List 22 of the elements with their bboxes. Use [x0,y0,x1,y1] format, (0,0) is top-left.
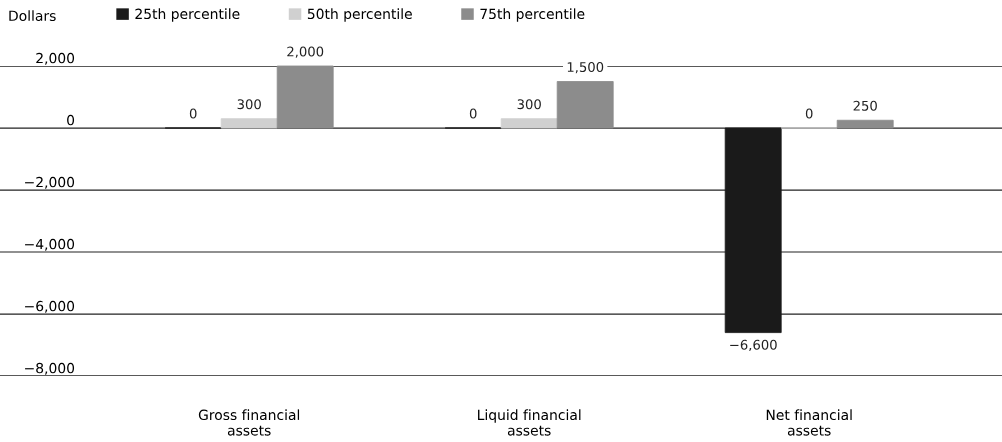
x-tick-label: Liquid financial assets [478,409,581,436]
legend-label: 50th percentile [307,8,412,22]
y-axis-title: Dollars [9,10,56,22]
data-label: 300 [517,99,541,110]
y-tick-label: 0 [67,114,75,126]
x-tick-label: Gross financial assets [198,409,300,436]
legend-label: 25th percentile [135,8,240,22]
data-label: 2,000 [287,46,324,58]
y-tick-label: −8,000 [25,362,75,375]
y-tick-label: −2,000 [25,176,75,189]
x-tick-label: Net financial assets [766,409,852,436]
y-tick-label: −6,000 [25,300,75,313]
data-label: 0 [469,108,477,119]
data-label: 0 [189,108,197,119]
data-label: −6,600 [730,339,777,352]
y-tick-label: 2,000 [36,52,75,65]
data-label: 1,500 [567,62,604,74]
data-label: 250 [853,100,877,111]
y-tick-label: −4,000 [25,238,75,251]
data-label: 300 [237,99,261,110]
legend-label: 75th percentile [480,8,585,22]
data-label: 0 [805,108,813,119]
